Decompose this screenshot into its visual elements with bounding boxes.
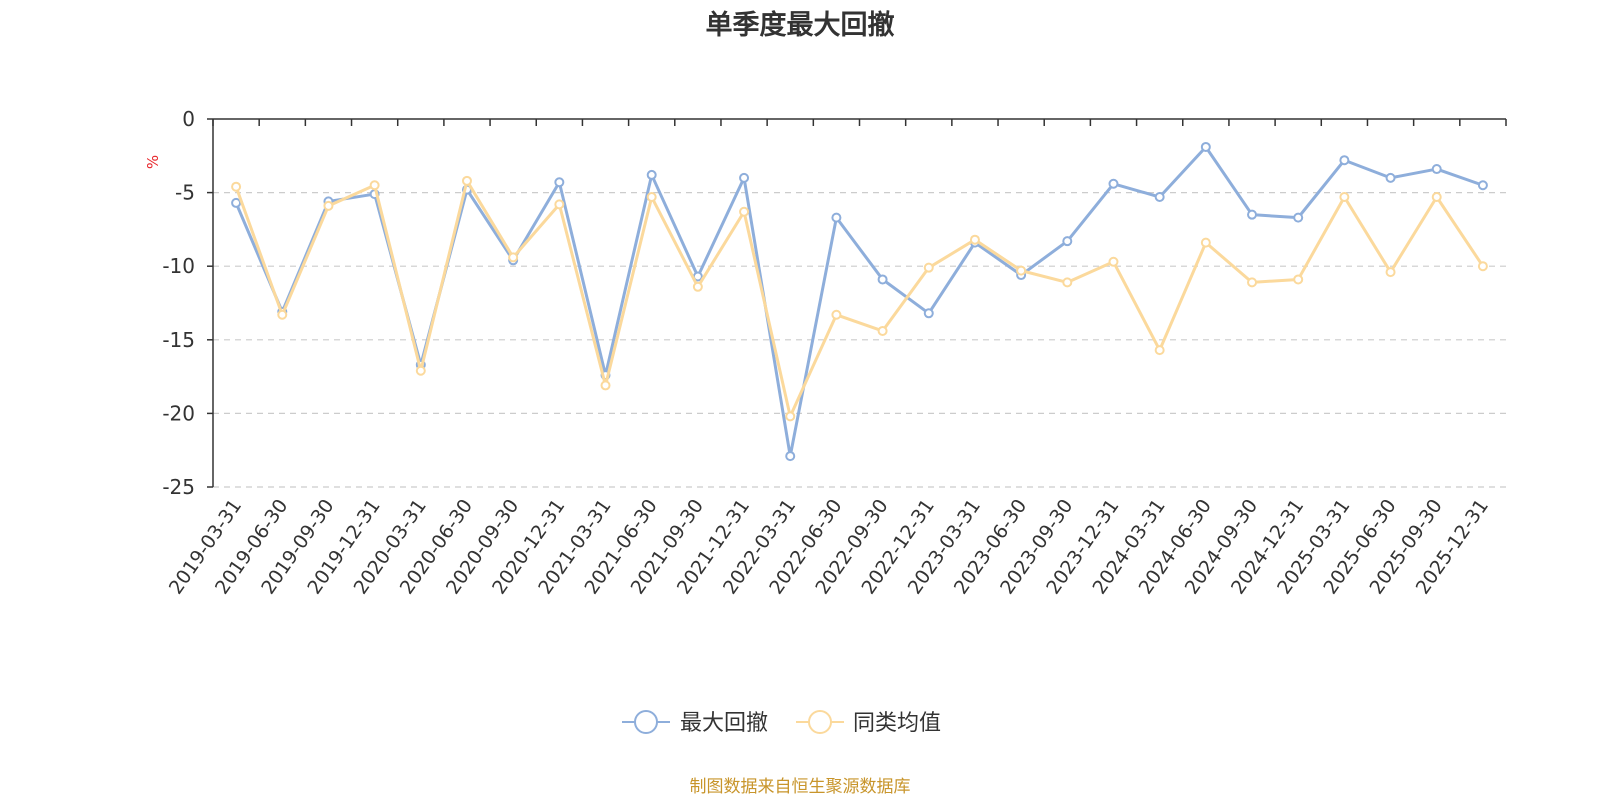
series-2 bbox=[231, 175, 1488, 422]
legend-label: 最大回撤 bbox=[680, 711, 768, 736]
data-point[interactable] bbox=[1200, 237, 1211, 248]
data-point[interactable] bbox=[508, 252, 519, 263]
grid-lines bbox=[213, 192, 1506, 488]
data-point[interactable] bbox=[554, 177, 565, 188]
data-point[interactable] bbox=[1108, 178, 1119, 189]
data-point[interactable] bbox=[785, 411, 796, 422]
y-tick-label: -5 bbox=[175, 181, 195, 205]
data-point[interactable] bbox=[1339, 155, 1350, 166]
series-1 bbox=[231, 141, 1488, 462]
data-point[interactable] bbox=[1431, 192, 1442, 203]
data-point[interactable] bbox=[231, 197, 242, 208]
data-point[interactable] bbox=[923, 308, 934, 319]
data-point[interactable] bbox=[1477, 261, 1488, 272]
data-point[interactable] bbox=[785, 451, 796, 462]
y-tick-label: -10 bbox=[162, 254, 195, 278]
data-point[interactable] bbox=[1200, 141, 1211, 152]
data-point[interactable] bbox=[646, 169, 657, 180]
legend-item[interactable]: 最大回撤 bbox=[622, 710, 768, 736]
data-point[interactable] bbox=[323, 200, 334, 211]
data-point[interactable] bbox=[831, 212, 842, 223]
series-line bbox=[234, 145, 1484, 458]
data-point[interactable] bbox=[692, 281, 703, 292]
legend-label: 同类均值 bbox=[853, 711, 941, 736]
series-line bbox=[234, 179, 1485, 418]
data-point[interactable] bbox=[231, 181, 242, 192]
data-point[interactable] bbox=[969, 234, 980, 245]
data-point[interactable] bbox=[1431, 164, 1442, 175]
data-point[interactable] bbox=[600, 380, 611, 391]
data-point[interactable] bbox=[739, 206, 750, 217]
data-point[interactable] bbox=[1016, 265, 1027, 276]
data-point[interactable] bbox=[877, 325, 888, 336]
legend-item[interactable]: 同类均值 bbox=[796, 710, 941, 736]
data-point[interactable] bbox=[1108, 256, 1119, 267]
data-point[interactable] bbox=[461, 175, 472, 186]
legend-marker bbox=[634, 710, 658, 734]
y-tick-label: -20 bbox=[162, 401, 195, 425]
data-point[interactable] bbox=[1385, 172, 1396, 183]
data-point[interactable] bbox=[877, 274, 888, 285]
data-point[interactable] bbox=[646, 192, 657, 203]
source-note: 制图数据来自恒生聚源数据库 bbox=[690, 777, 911, 797]
y-tick-label: -25 bbox=[162, 475, 195, 499]
data-point[interactable] bbox=[554, 199, 565, 210]
data-point[interactable] bbox=[369, 180, 380, 191]
y-tick-label: 0 bbox=[182, 107, 195, 131]
data-point[interactable] bbox=[1477, 180, 1488, 191]
legend-marker bbox=[808, 710, 832, 734]
y-axis-unit: % bbox=[144, 155, 162, 169]
data-point[interactable] bbox=[1062, 277, 1073, 288]
data-point[interactable] bbox=[1247, 277, 1258, 288]
data-point[interactable] bbox=[1154, 345, 1165, 356]
data-point[interactable] bbox=[277, 309, 288, 320]
chart-title: 单季度最大回撤 bbox=[706, 9, 895, 41]
data-point[interactable] bbox=[1293, 274, 1304, 285]
legend[interactable]: 最大回撤 同类均值 bbox=[622, 710, 941, 736]
data-point[interactable] bbox=[739, 172, 750, 183]
data-point[interactable] bbox=[1293, 212, 1304, 223]
data-point[interactable] bbox=[1247, 209, 1258, 220]
data-point[interactable] bbox=[831, 309, 842, 320]
series-lines bbox=[231, 141, 1488, 462]
data-point[interactable] bbox=[923, 262, 934, 273]
data-point[interactable] bbox=[1385, 267, 1396, 278]
data-point[interactable] bbox=[415, 365, 426, 376]
y-tick-label: -15 bbox=[162, 328, 195, 352]
data-point[interactable] bbox=[1062, 236, 1073, 247]
data-point[interactable] bbox=[1339, 192, 1350, 203]
axes: 0-5-10-15-20-252019-03-312019-06-302019-… bbox=[162, 107, 1507, 598]
data-point[interactable] bbox=[1154, 192, 1165, 203]
